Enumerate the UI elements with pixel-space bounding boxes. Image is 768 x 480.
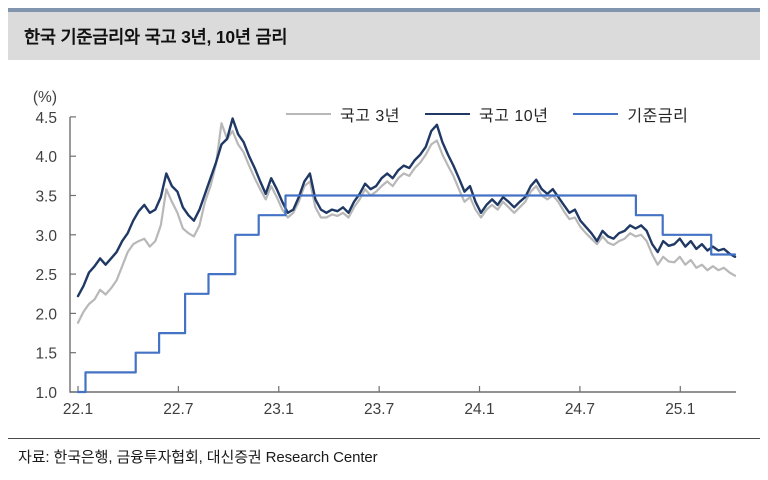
svg-text:4.0: 4.0: [35, 149, 57, 166]
line-swatch-ktb3y-icon: [286, 113, 331, 115]
legend-label-base-rate: 기준금리: [627, 108, 689, 125]
svg-text:24.1: 24.1: [464, 401, 494, 418]
line-swatch-base-rate-icon: [573, 113, 619, 115]
svg-text:1.0: 1.0: [35, 385, 57, 402]
svg-text:3.0: 3.0: [35, 228, 57, 245]
svg-text:(%): (%): [33, 89, 57, 106]
rate-chart-area: 1.0 1.5 2.0 2.5 3.0 3.5 4.0 4.5 22.1 22.7 23.1 23.7…: [0, 80, 768, 432]
svg-text:3.5: 3.5: [35, 189, 57, 206]
legend-label-ktb3y: 국고 3년: [340, 108, 401, 125]
svg-text:1.5: 1.5: [35, 346, 57, 363]
line-swatch-ktb10y-icon: [425, 113, 471, 115]
legend-item-base-rate: 기준금리: [573, 102, 688, 126]
legend-label-ktb10y: 국고 10년: [479, 108, 549, 125]
svg-text:22.1: 22.1: [63, 401, 93, 418]
rate-chart: 1.0 1.5 2.0 2.5 3.0 3.5 4.0 4.5 22.1 22.7 23.1 23.7…: [33, 89, 737, 418]
figure-title-bar: 한국 기준금리와 국고 3년, 10년 금리: [8, 8, 760, 60]
legend-item-ktb10y: 국고 10년: [425, 102, 548, 126]
figure-title: 한국 기준금리와 국고 3년, 10년 금리: [24, 26, 288, 47]
source-block: 자료: 한국은행, 금융투자협회, 대신증권 Research Center: [8, 438, 760, 467]
svg-text:24.7: 24.7: [565, 401, 595, 418]
svg-text:4.5: 4.5: [35, 110, 57, 127]
chart-legend: 국고 3년 국고 10년 기준금리: [286, 102, 688, 126]
svg-text:2.0: 2.0: [35, 306, 57, 323]
svg-text:25.1: 25.1: [665, 401, 695, 418]
source-text: 자료: 한국은행, 금융투자협회, 대신증권 Research Center: [18, 449, 378, 466]
svg-text:23.1: 23.1: [264, 401, 294, 418]
svg-text:2.5: 2.5: [35, 267, 57, 284]
svg-text:23.7: 23.7: [364, 401, 394, 418]
svg-text:22.7: 22.7: [163, 401, 193, 418]
legend-item-ktb3y: 국고 3년: [286, 102, 400, 126]
